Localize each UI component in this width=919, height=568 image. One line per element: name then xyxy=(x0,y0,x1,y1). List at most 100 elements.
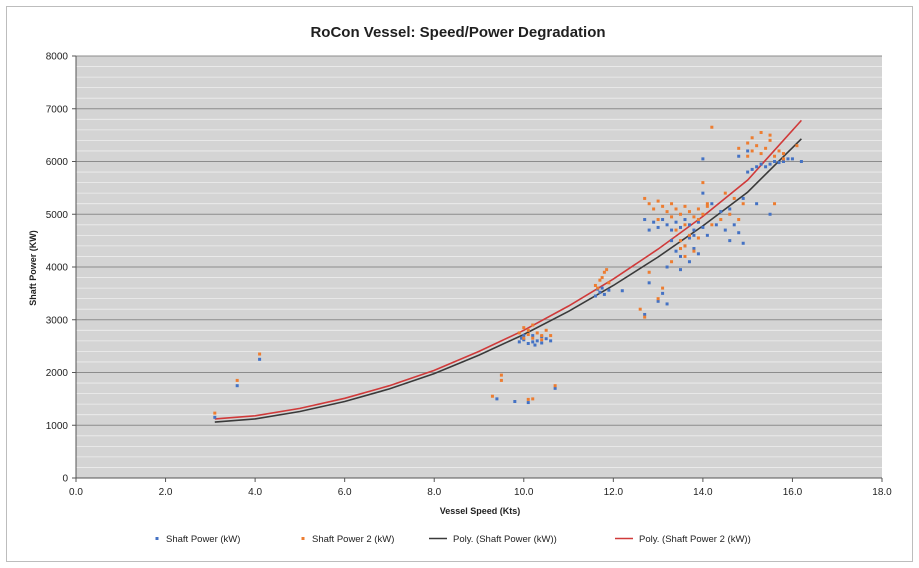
point-shaft-power-2 xyxy=(638,307,642,311)
point-shaft-power xyxy=(600,286,604,290)
point-shaft-power-2 xyxy=(773,202,777,206)
point-shaft-power xyxy=(705,233,709,237)
point-shaft-power-2 xyxy=(596,286,600,290)
point-shaft-power-2 xyxy=(647,270,651,274)
x-tick-label: 0.0 xyxy=(69,487,83,498)
point-shaft-power xyxy=(531,334,535,338)
y-tick-label: 1000 xyxy=(46,421,69,432)
point-shaft-power-2 xyxy=(768,138,772,142)
point-shaft-power xyxy=(656,299,660,303)
legend-marker-shaft-power-2 xyxy=(301,537,305,540)
legend-label: Shaft Power (kW) xyxy=(166,534,240,545)
point-shaft-power-2 xyxy=(746,141,750,145)
x-axis-label: Vessel Speed (Kts) xyxy=(440,506,521,516)
point-shaft-power-2 xyxy=(723,191,727,195)
legend-label: Shaft Power 2 (kW) xyxy=(312,534,394,545)
point-shaft-power-2 xyxy=(679,247,682,251)
point-shaft-power xyxy=(235,384,239,388)
x-tick-label: 16.0 xyxy=(783,487,803,498)
point-shaft-power-2 xyxy=(692,249,696,253)
point-shaft-power xyxy=(213,415,217,419)
legend: Shaft Power (kW) Shaft Power 2 (kW) Poly. … xyxy=(155,534,751,545)
point-shaft-power xyxy=(741,241,745,245)
point-shaft-power-2 xyxy=(665,210,669,214)
x-tick-label: 4.0 xyxy=(248,487,262,498)
point-shaft-power xyxy=(526,401,530,405)
point-shaft-power-2 xyxy=(490,394,494,398)
point-shaft-power-2 xyxy=(764,146,768,150)
legend-label: Poly. (Shaft Power 2 (kW)) xyxy=(639,534,751,545)
point-shaft-power-2 xyxy=(531,323,535,327)
point-shaft-power-2 xyxy=(696,218,700,222)
point-shaft-power-2 xyxy=(661,286,665,290)
point-shaft-power-2 xyxy=(781,157,785,161)
point-shaft-power-2 xyxy=(670,215,674,219)
point-shaft-power xyxy=(692,247,696,251)
point-shaft-power xyxy=(647,281,651,285)
point-shaft-power-2 xyxy=(741,202,745,206)
point-shaft-power xyxy=(495,397,499,401)
point-shaft-power-2 xyxy=(746,154,750,158)
point-shaft-power xyxy=(553,386,557,390)
point-shaft-power xyxy=(732,223,736,227)
point-shaft-power-2 xyxy=(535,331,539,335)
point-shaft-power-2 xyxy=(696,236,700,240)
point-shaft-power-2 xyxy=(777,149,781,153)
point-shaft-power-2 xyxy=(781,152,785,156)
point-shaft-power-2 xyxy=(705,204,709,208)
data-marks xyxy=(213,119,803,423)
point-shaft-power-2 xyxy=(795,144,799,148)
point-shaft-power xyxy=(692,228,696,232)
point-shaft-power-2 xyxy=(710,223,714,227)
point-shaft-power xyxy=(746,170,750,174)
y-tick-label: 6000 xyxy=(46,157,69,168)
point-shaft-power-2 xyxy=(531,397,535,401)
point-shaft-power-2 xyxy=(674,207,678,211)
x-axis-ticks: 0.0 2.0 4.0 6.0 8.0 10.0 12.0 14.0 16.0 18.0 xyxy=(69,478,892,498)
point-shaft-power xyxy=(719,210,723,214)
point-shaft-power-2 xyxy=(687,210,691,214)
y-axis-label: Shaft Power (KW) xyxy=(28,230,38,306)
point-shaft-power xyxy=(714,223,718,227)
point-shaft-power-2 xyxy=(643,315,647,319)
point-shaft-power-2 xyxy=(531,336,535,340)
axes xyxy=(75,56,882,479)
point-shaft-power xyxy=(679,225,682,229)
point-shaft-power xyxy=(679,268,682,272)
point-shaft-power xyxy=(701,191,705,195)
point-shaft-power-2 xyxy=(522,336,526,340)
point-shaft-power-2 xyxy=(540,334,544,338)
point-shaft-power xyxy=(746,149,750,153)
point-shaft-power-2 xyxy=(499,378,503,382)
point-shaft-power-2 xyxy=(553,384,557,388)
y-tick-label: 2000 xyxy=(46,368,69,379)
point-shaft-power-2 xyxy=(696,207,700,211)
point-shaft-power-2 xyxy=(652,207,656,211)
point-shaft-power-2 xyxy=(549,334,553,338)
point-shaft-power-2 xyxy=(522,326,526,330)
point-shaft-power-2 xyxy=(656,297,660,301)
x-tick-label: 14.0 xyxy=(693,487,713,498)
point-shaft-power xyxy=(692,233,696,237)
point-shaft-power xyxy=(522,338,526,342)
point-shaft-power xyxy=(773,160,777,163)
point-shaft-power xyxy=(549,339,553,343)
y-tick-label: 5000 xyxy=(46,210,69,221)
point-shaft-power xyxy=(755,202,759,206)
point-shaft-power xyxy=(781,160,785,163)
point-shaft-power xyxy=(679,254,682,258)
y-tick-label: 3000 xyxy=(46,315,69,326)
point-shaft-power-2 xyxy=(605,268,609,272)
point-shaft-power xyxy=(531,340,535,344)
point-shaft-power xyxy=(696,220,700,224)
point-shaft-power xyxy=(687,260,691,264)
point-shaft-power-2 xyxy=(656,218,660,222)
point-shaft-power xyxy=(696,252,700,256)
point-shaft-power xyxy=(598,290,602,294)
point-shaft-power xyxy=(652,220,656,224)
point-shaft-power xyxy=(674,249,678,253)
point-shaft-power-2 xyxy=(598,278,602,282)
point-shaft-power-2 xyxy=(643,196,647,200)
point-shaft-power xyxy=(661,218,665,222)
point-shaft-power xyxy=(759,162,763,166)
